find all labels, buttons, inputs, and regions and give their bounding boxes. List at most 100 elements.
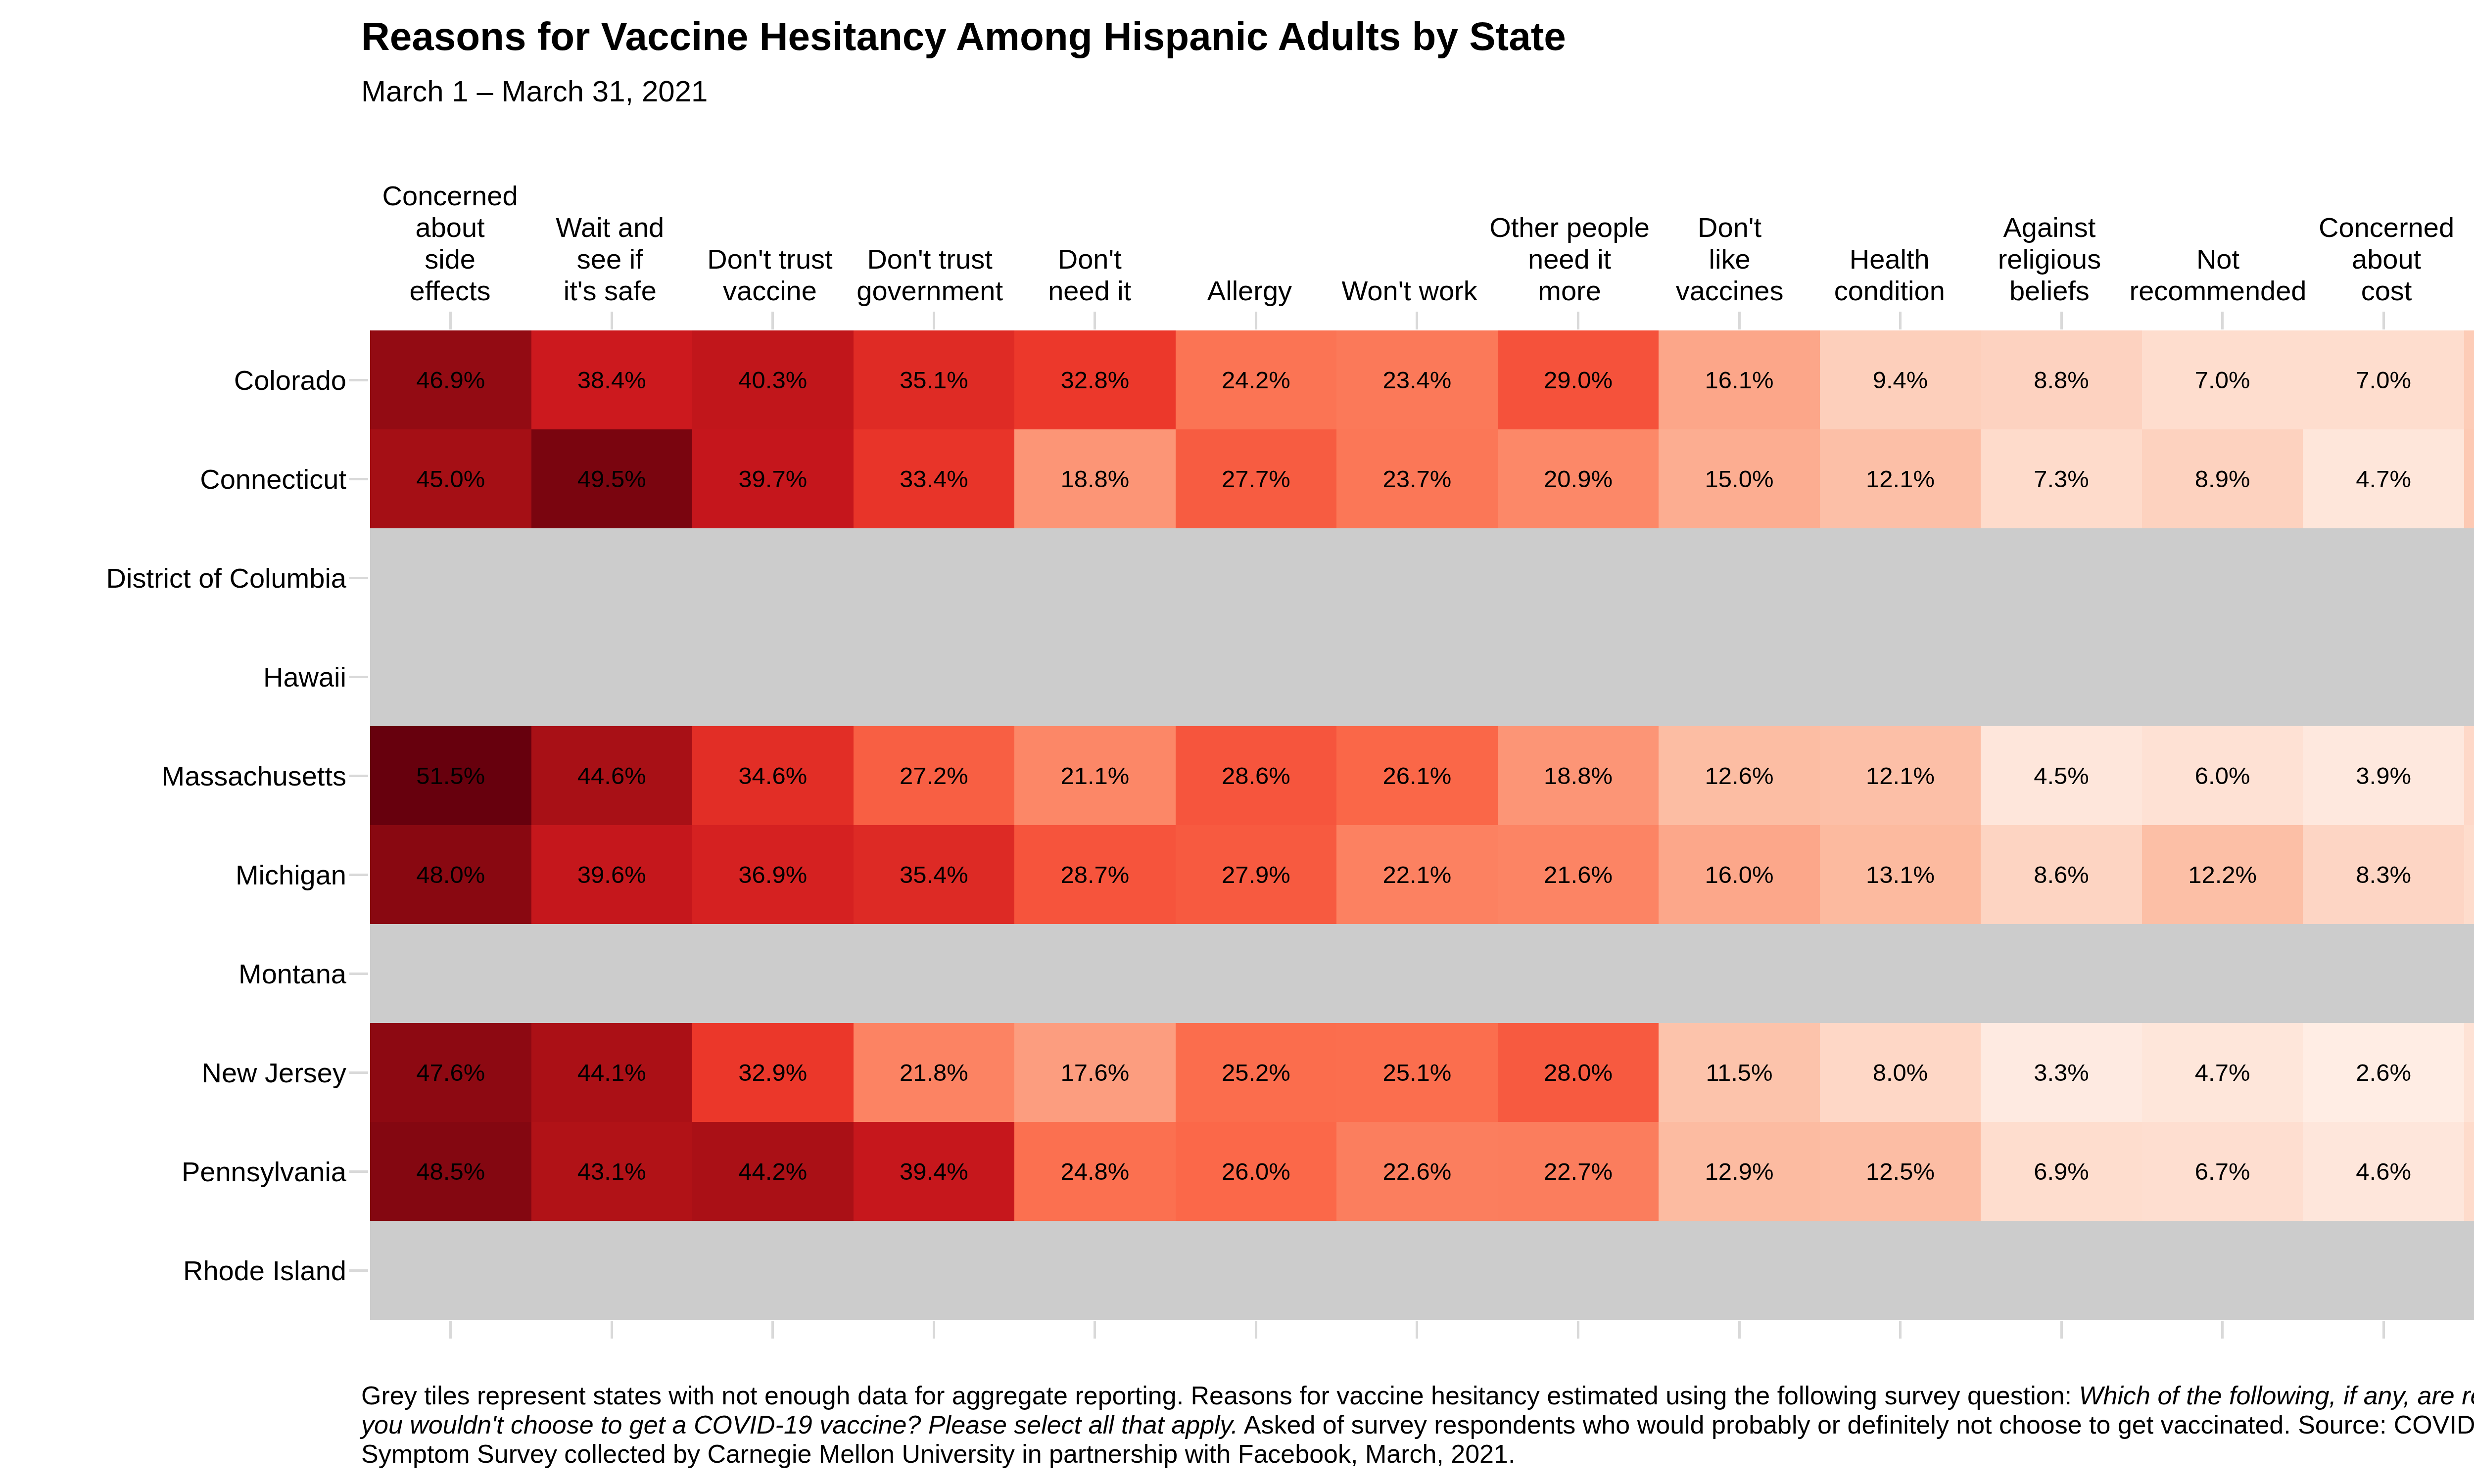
- heatmap-cell: 22.1%: [1336, 825, 1498, 924]
- heatmap-cell: 43.1%: [531, 1122, 693, 1221]
- heatmap-cell: 21.1%: [1014, 726, 1176, 825]
- heatmap-cell: 8.8%: [1981, 330, 2142, 429]
- heatmap-cell: 40.3%: [692, 330, 854, 429]
- heatmap-cell: 24.2%: [1176, 330, 1337, 429]
- heatmap-cell: 32.9%: [692, 1023, 854, 1122]
- column-header-line: need it: [1528, 243, 1611, 275]
- axis-tick: [933, 312, 935, 329]
- column-header: Don'tlikevaccines: [1650, 167, 1809, 310]
- heatmap-cell: 21.8%: [854, 1023, 1015, 1122]
- heatmap-cell-no-data: [1176, 1221, 1337, 1320]
- axis-tick: [349, 676, 368, 678]
- column-header-line: Other people: [1489, 212, 1650, 243]
- heatmap-cell: 12.5%: [1820, 1122, 1981, 1221]
- heatmap-cell: 39.6%: [531, 825, 693, 924]
- heatmap-cell: 38.4%: [531, 330, 693, 429]
- axis-tick: [2060, 1321, 2063, 1339]
- heatmap-cell: 44.6%: [531, 726, 693, 825]
- heatmap-cell: 18.8%: [1498, 726, 1659, 825]
- heatmap-cell-no-data: [2303, 924, 2464, 1023]
- heatmap-cell: 15.0%: [1659, 429, 1820, 528]
- axis-tick: [611, 1321, 613, 1339]
- axis-tick: [933, 1321, 935, 1339]
- row-label: Michigan: [0, 825, 346, 924]
- axis-tick: [1416, 1321, 1418, 1339]
- axis-tick: [1738, 1321, 1741, 1339]
- heatmap-cell-no-data: [2142, 528, 2303, 627]
- heatmap-cell-no-data: [1336, 924, 1498, 1023]
- heatmap-cell: 10.5%: [2464, 429, 2474, 528]
- heatmap-cell: 22.7%: [1498, 1122, 1659, 1221]
- column-header-line: need it: [1048, 275, 1131, 307]
- heatmap-cell: 6.0%: [2142, 726, 2303, 825]
- column-header-line: about: [2352, 243, 2421, 275]
- column-header-line: Concerned: [2319, 212, 2454, 243]
- row-label: Hawaii: [0, 627, 346, 726]
- axis-tick: [349, 874, 368, 876]
- chart-subtitle: March 1 – March 31, 2021: [361, 74, 708, 108]
- axis-tick: [611, 312, 613, 329]
- heatmap-cell: 24.8%: [1014, 1122, 1176, 1221]
- axis-tick: [349, 1170, 368, 1173]
- caption-text-1: Grey tiles represent states with not eno…: [361, 1381, 2079, 1410]
- heatmap-cell: 39.4%: [854, 1122, 1015, 1221]
- axis-tick: [349, 577, 368, 579]
- axis-tick: [449, 1321, 452, 1339]
- heatmap-cell-no-data: [1176, 627, 1337, 726]
- column-header-line: Don't: [1698, 212, 1761, 243]
- heatmap-cell: 6.7%: [2142, 1122, 2303, 1221]
- column-header-line: vaccine: [723, 275, 817, 307]
- heatmap-cell: 10.0%: [2464, 330, 2474, 429]
- heatmap-cell-no-data: [1498, 627, 1659, 726]
- heatmap-cell: 28.7%: [1014, 825, 1176, 924]
- caption: Grey tiles represent states with not eno…: [361, 1381, 2474, 1469]
- heatmap-cell: 22.6%: [1336, 1122, 1498, 1221]
- heatmap-cell-no-data: [692, 924, 854, 1023]
- axis-tick: [349, 478, 368, 480]
- heatmap-cell: 32.8%: [1014, 330, 1176, 429]
- heatmap-cell-no-data: [1498, 924, 1659, 1023]
- axis-tick: [2221, 1321, 2224, 1339]
- axis-tick: [771, 1321, 774, 1339]
- heatmap-cell: 44.1%: [531, 1023, 693, 1122]
- axis-tick: [349, 1071, 368, 1074]
- column-header-line: effects: [410, 275, 491, 307]
- heatmap-cell: 8.6%: [1981, 825, 2142, 924]
- heatmap-cell: 6.9%: [1981, 1122, 2142, 1221]
- heatmap-cell-no-data: [2142, 924, 2303, 1023]
- row-label: Connecticut: [0, 429, 346, 528]
- column-header-line: more: [1538, 275, 1601, 307]
- column-header: Pregnancy: [2467, 167, 2474, 310]
- heatmap-cell-no-data: [370, 1221, 531, 1320]
- heatmap-cell: 5.7%: [2464, 1023, 2474, 1122]
- heatmap-cell-no-data: [2303, 1221, 2464, 1320]
- heatmap-cell-no-data: [1176, 924, 1337, 1023]
- heatmap-cell-no-data: [1336, 1221, 1498, 1320]
- heatmap-cell-no-data: [1498, 528, 1659, 627]
- heatmap-cell: 4.7%: [2142, 1023, 2303, 1122]
- column-header-line: about: [416, 212, 485, 243]
- heatmap-cell: 49.5%: [531, 429, 693, 528]
- heatmap-cell-no-data: [1820, 924, 1981, 1023]
- column-header-line: see if: [577, 243, 643, 275]
- heatmap-cell: 48.0%: [370, 825, 531, 924]
- axis-tick: [349, 1269, 368, 1272]
- heatmap-cell-no-data: [1014, 528, 1176, 627]
- heatmap-cell-no-data: [1820, 528, 1981, 627]
- heatmap-cell-no-data: [1176, 528, 1337, 627]
- axis-tick: [2382, 1321, 2385, 1339]
- heatmap-cell-no-data: [531, 627, 693, 726]
- axis-tick: [1577, 312, 1579, 329]
- heatmap-cell-no-data: [2464, 1221, 2474, 1320]
- heatmap-cell: 44.2%: [692, 1122, 854, 1221]
- column-headers: ConcernedaboutsideeffectsWait andsee ifi…: [370, 167, 2474, 310]
- heatmap-cell-no-data: [692, 627, 854, 726]
- heatmap-cell: 18.8%: [1014, 429, 1176, 528]
- heatmap-cell-no-data: [854, 1221, 1015, 1320]
- column-header-line: Won't work: [1342, 275, 1477, 307]
- column-header: Notrecommended: [2130, 167, 2307, 310]
- axis-tick: [1255, 1321, 1257, 1339]
- heatmap-cell-no-data: [1981, 627, 2142, 726]
- column-header: Againstreligiousbeliefs: [1969, 167, 2129, 310]
- heatmap-cell-no-data: [854, 528, 1015, 627]
